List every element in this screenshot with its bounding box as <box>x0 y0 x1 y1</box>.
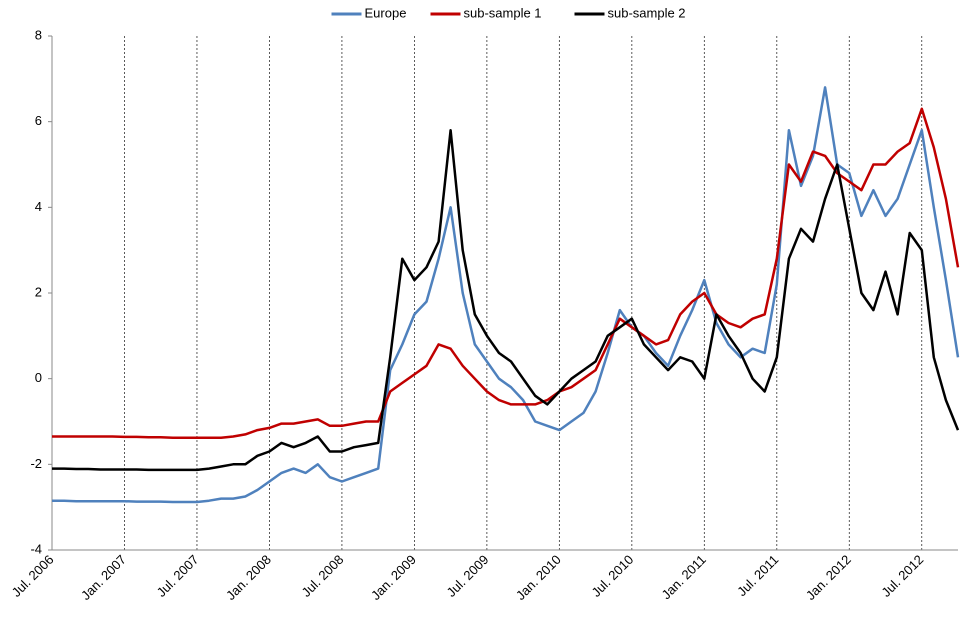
series-line <box>52 107 960 440</box>
x-tick-label: Jan. 2011 <box>659 552 709 602</box>
series-line <box>52 128 960 472</box>
x-tick-label: Jul. 2007 <box>154 552 202 600</box>
x-tick-label: Jul. 2010 <box>588 552 636 600</box>
x-tick-label: Jul. 2006 <box>9 552 57 600</box>
x-tick-label: Jan. 2008 <box>223 552 274 603</box>
x-tick-label: Jan. 2009 <box>368 552 419 603</box>
x-tick-label: Jan. 2010 <box>513 552 564 603</box>
x-tick-label: Jan. 2007 <box>78 552 129 603</box>
x-tick-label: Jul. 2012 <box>878 552 926 600</box>
y-tick-label: 0 <box>35 370 42 385</box>
legend-label: sub-sample 1 <box>464 5 542 20</box>
y-tick-label: 6 <box>35 113 42 128</box>
y-tick-label: -2 <box>30 456 42 471</box>
x-tick-label: Jul. 2008 <box>299 552 347 600</box>
series-line <box>52 86 960 504</box>
y-tick-label: 2 <box>35 284 42 299</box>
y-tick-label: -4 <box>30 541 42 556</box>
x-tick-label: Jul. 2009 <box>444 552 492 600</box>
x-tick-label: Jan. 2012 <box>803 552 854 603</box>
y-tick-label: 8 <box>35 27 42 42</box>
x-tick-label: Jul. 2011 <box>734 552 781 599</box>
legend-label: Europe <box>365 5 407 20</box>
legend-label: sub-sample 2 <box>608 5 686 20</box>
y-tick-label: 4 <box>35 199 42 214</box>
